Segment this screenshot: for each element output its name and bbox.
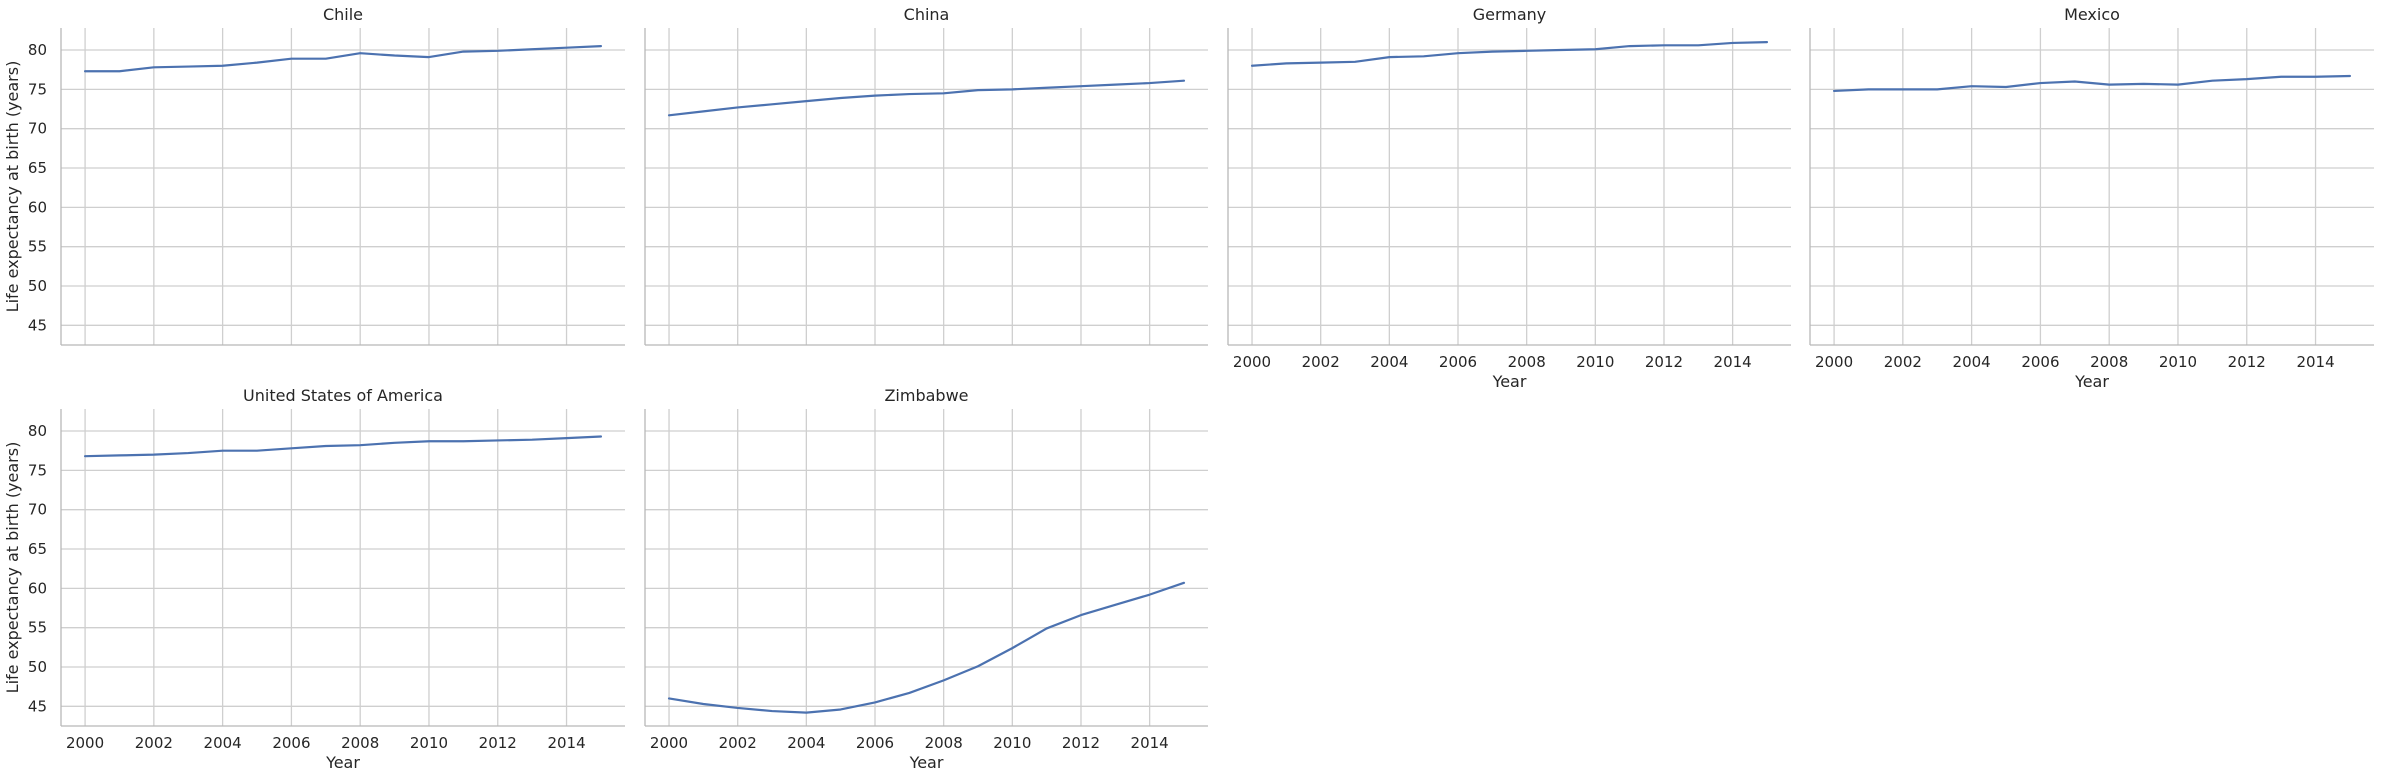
x-tick-label: 2008: [925, 734, 963, 752]
y-tick-label: 45: [28, 316, 47, 334]
x-tick-label: 2010: [2159, 353, 2197, 371]
x-tick-label: 2002: [1884, 353, 1922, 371]
x-tick-label: 2002: [1302, 353, 1340, 371]
x-axis-title: Year: [1492, 372, 1527, 391]
x-tick-label: 2002: [719, 734, 757, 752]
x-tick-label: 2006: [856, 734, 894, 752]
x-axis-title: Year: [2074, 372, 2109, 391]
y-tick-label: 75: [28, 80, 47, 98]
x-tick-label: 2006: [1439, 353, 1477, 371]
x-tick-label: 2002: [135, 734, 173, 752]
x-tick-label: 2006: [272, 734, 310, 752]
y-tick-label: 60: [28, 198, 47, 216]
y-axis-title: Life expectancy at birth (years): [3, 442, 22, 694]
x-tick-label: 2006: [2021, 353, 2059, 371]
y-tick-label: 60: [28, 579, 47, 597]
x-tick-label: 2004: [787, 734, 825, 752]
x-tick-label: 2000: [1233, 353, 1271, 371]
x-tick-label: 2010: [1576, 353, 1614, 371]
x-axis-title: Year: [325, 753, 360, 772]
x-tick-label: 2014: [547, 734, 585, 752]
x-tick-label: 2012: [479, 734, 517, 752]
y-tick-label: 45: [28, 697, 47, 715]
facet-panel: United States of America 45 50 55 60 65 70 75 80…: [3, 386, 625, 772]
y-tick-label: 50: [28, 277, 47, 295]
facet-panel: Germany 2000 2002 2004 2006 2008 2010 2012 2014 Y…: [1227, 5, 1791, 391]
series-line: [1832, 74, 2352, 93]
facet-title: Zimbabwe: [884, 386, 968, 405]
y-axis-title: Life expectancy at birth (years): [3, 61, 22, 313]
y-tick-label: 65: [28, 159, 47, 177]
facet-panel: Chile 45 50 55 60 65 70 75 80 Life expectancy at …: [3, 5, 625, 346]
x-axis-title: Year: [909, 753, 944, 772]
series-line: [667, 79, 1186, 117]
x-tick-label: 2014: [1131, 734, 1169, 752]
y-tick-label: 70: [28, 120, 47, 138]
x-tick-label: 2004: [1370, 353, 1408, 371]
x-tick-label: 2000: [1815, 353, 1853, 371]
y-tick-label: 55: [28, 619, 47, 637]
x-tick-label: 2014: [1714, 353, 1752, 371]
facet-title: Mexico: [2064, 5, 2120, 24]
x-tick-label: 2008: [2090, 353, 2128, 371]
x-tick-label: 2014: [2296, 353, 2334, 371]
facet-title: Chile: [323, 5, 363, 24]
x-tick-label: 2004: [204, 734, 242, 752]
series-line: [83, 435, 603, 458]
y-tick-label: 55: [28, 238, 47, 256]
x-tick-label: 2008: [1508, 353, 1546, 371]
y-tick-label: 80: [28, 41, 47, 59]
series-line: [1250, 41, 1769, 67]
y-tick-label: 65: [28, 540, 47, 558]
y-tick-label: 50: [28, 658, 47, 676]
facet-panel: Zimbabwe 2000 2002 2004 2006 2008 2010 2012 2014…: [644, 386, 1208, 772]
y-tick-label: 80: [28, 422, 47, 440]
facet-panel: China: [644, 5, 1208, 346]
x-tick-label: 2004: [1953, 353, 1991, 371]
x-tick-label: 2008: [341, 734, 379, 752]
x-tick-label: 2012: [2228, 353, 2266, 371]
facet-title: China: [904, 5, 950, 24]
y-tick-label: 70: [28, 501, 47, 519]
x-tick-label: 2000: [650, 734, 688, 752]
x-tick-label: 2010: [993, 734, 1031, 752]
series-line: [83, 44, 603, 73]
facet-title: United States of America: [243, 386, 443, 405]
facet-title: Germany: [1473, 5, 1547, 24]
y-tick-label: 75: [28, 461, 47, 479]
series-line: [667, 581, 1186, 714]
x-tick-label: 2012: [1062, 734, 1100, 752]
x-tick-label: 2012: [1645, 353, 1683, 371]
facet-panel: Mexico 2000 2002 2004 2006 2008 2010 2012 2014 Ye…: [1809, 5, 2374, 391]
x-tick-label: 2010: [410, 734, 448, 752]
x-tick-label: 2000: [66, 734, 104, 752]
